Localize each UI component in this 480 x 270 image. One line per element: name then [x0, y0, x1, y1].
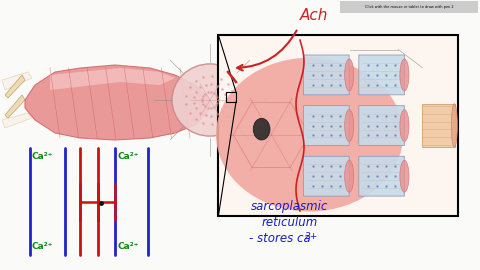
Polygon shape [50, 68, 175, 90]
Ellipse shape [345, 110, 354, 141]
Bar [226, 92, 236, 102]
Text: Ca²⁺: Ca²⁺ [31, 242, 52, 251]
FancyBboxPatch shape [359, 55, 405, 95]
FancyBboxPatch shape [359, 156, 405, 196]
Text: reticulum: reticulum [262, 216, 318, 229]
FancyBboxPatch shape [359, 106, 405, 146]
Polygon shape [25, 65, 210, 140]
Ellipse shape [253, 118, 270, 140]
Polygon shape [2, 113, 32, 128]
Text: Ca²⁺: Ca²⁺ [117, 152, 138, 161]
Ellipse shape [400, 59, 409, 91]
Text: 2+: 2+ [305, 232, 319, 241]
FancyBboxPatch shape [303, 156, 349, 196]
Ellipse shape [451, 104, 457, 147]
Bar [340, 1, 478, 13]
Text: - stores ca: - stores ca [249, 232, 311, 245]
Text: Ca²⁺: Ca²⁺ [31, 152, 52, 161]
FancyBboxPatch shape [303, 106, 349, 146]
Ellipse shape [400, 110, 409, 141]
Ellipse shape [400, 160, 409, 192]
Polygon shape [5, 75, 25, 98]
Polygon shape [2, 72, 32, 90]
Ellipse shape [172, 64, 248, 136]
Text: Click with the mouse or tablet to draw with pen 2: Click with the mouse or tablet to draw w… [365, 5, 453, 9]
Text: Ach: Ach [300, 8, 328, 23]
Ellipse shape [345, 160, 354, 192]
Ellipse shape [216, 58, 403, 211]
Text: Ca²⁺: Ca²⁺ [117, 242, 138, 251]
Text: sarcoplasmic: sarcoplasmic [252, 200, 329, 213]
Bar [218, 35, 458, 216]
Bar [422, 104, 456, 147]
Polygon shape [5, 95, 25, 118]
FancyBboxPatch shape [303, 55, 349, 95]
Ellipse shape [345, 59, 354, 91]
